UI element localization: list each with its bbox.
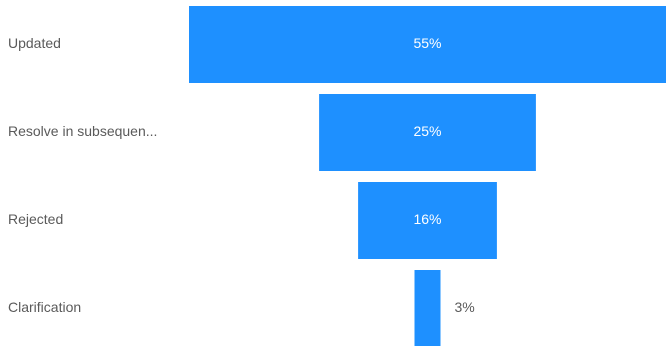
- category-label: Rejected: [8, 211, 63, 227]
- category-label: Clarification: [8, 299, 81, 315]
- funnel-bar: [414, 270, 441, 346]
- funnel-bar: [319, 94, 536, 171]
- category-label: Updated: [8, 35, 61, 51]
- value-label: 16%: [413, 211, 441, 227]
- funnel-bar: [358, 182, 497, 259]
- value-label: 3%: [455, 299, 475, 315]
- value-label: 25%: [413, 123, 441, 139]
- value-label: 55%: [413, 35, 441, 51]
- funnel-bar: [189, 6, 666, 83]
- category-label: Resolve in subsequen...: [8, 123, 157, 139]
